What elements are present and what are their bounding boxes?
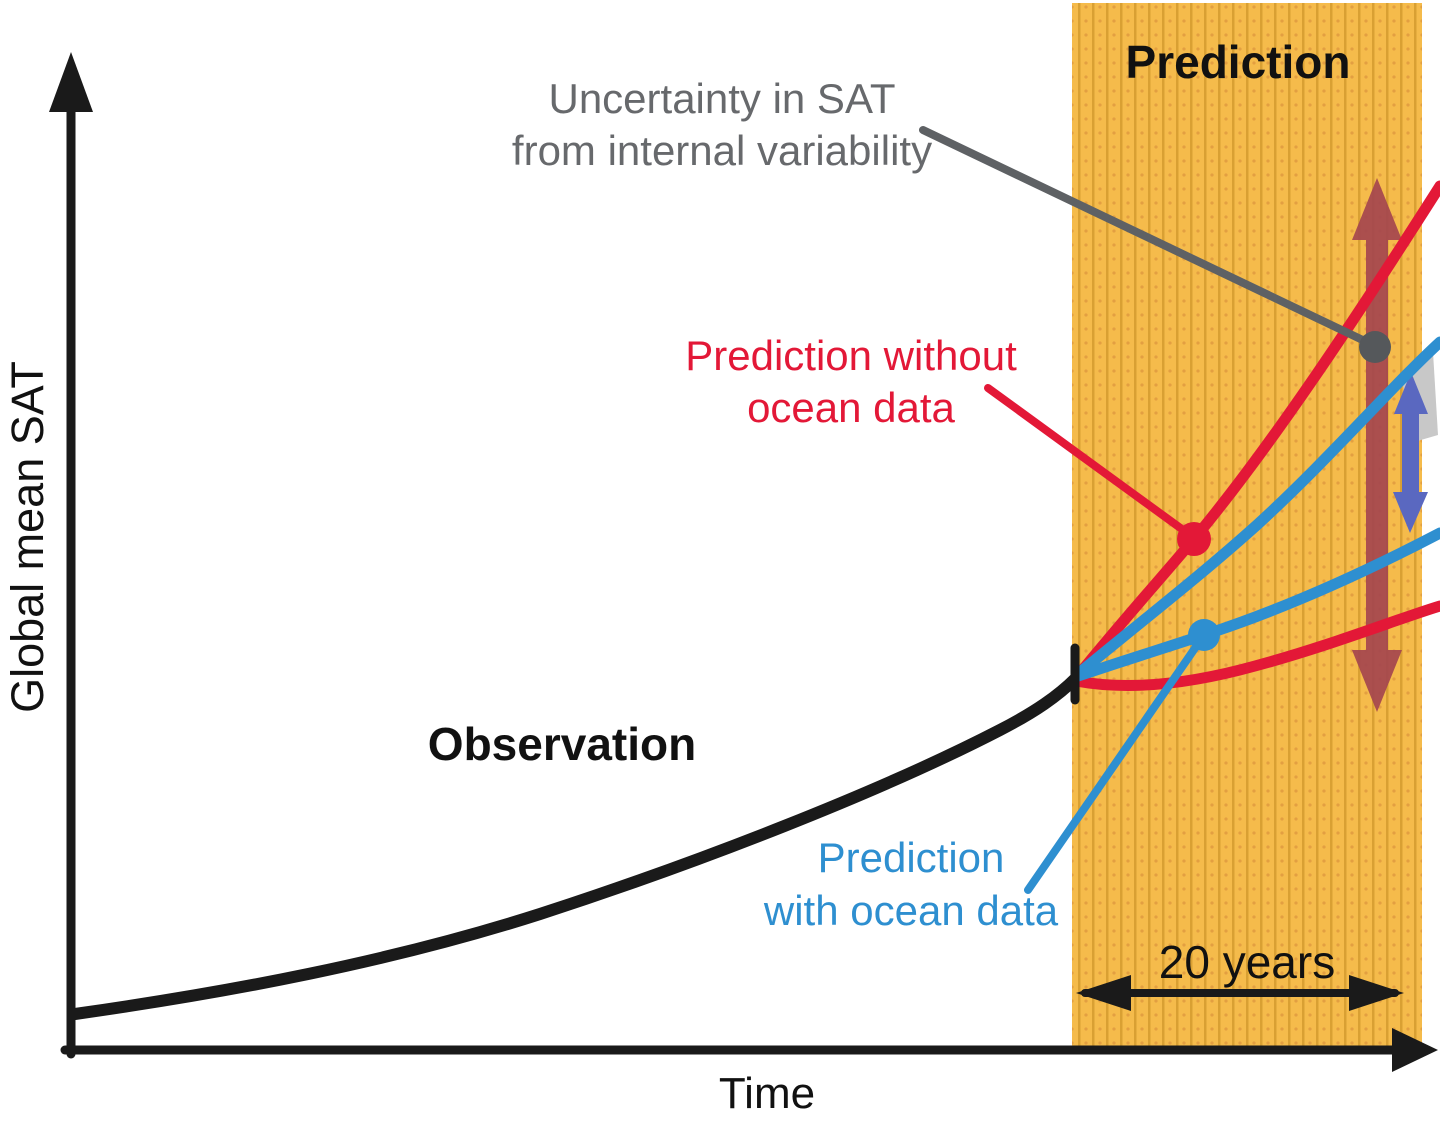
- uncertainty-marker-dot: [1359, 331, 1391, 363]
- uncertainty-annotation-line1: Uncertainty in SAT: [548, 75, 896, 122]
- prediction-without-leader-line: [984, 384, 1194, 539]
- observation-label: Observation: [427, 718, 697, 770]
- x-axis-arrowhead: [1392, 1028, 1438, 1072]
- prediction-with-ocean-line2: with ocean data: [763, 887, 1059, 934]
- span-20-years-label: 20 years: [1158, 936, 1336, 988]
- prediction-with-ocean-line1: Prediction: [817, 834, 1005, 881]
- span-arrow-right-head: [1349, 975, 1404, 1011]
- prediction-without-marker-dot: [1177, 522, 1211, 556]
- uncertainty-leader-line: [919, 126, 1375, 348]
- x-axis-title: Time: [718, 1069, 816, 1118]
- prediction-region-band: [1072, 3, 1422, 1049]
- prediction-region-label: Prediction: [1125, 36, 1351, 88]
- indigo-uncertainty-range-arrow: [1393, 372, 1428, 533]
- uncertainty-annotation: Uncertainty in SAT from internal variabi…: [512, 73, 932, 177]
- prediction-without-ocean-upper-curve: [1070, 180, 1440, 684]
- y-axis-title: Global mean SAT: [2, 361, 53, 713]
- prediction-without-ocean-lower-curve: [1070, 600, 1440, 692]
- maroon-uncertainty-range-arrow: [1352, 178, 1402, 712]
- uncertainty-annotation-line2: from internal variability: [511, 127, 933, 174]
- prediction-without-ocean-annotation: Prediction without ocean data: [685, 330, 1017, 434]
- y-axis-arrowhead: [49, 52, 93, 112]
- prediction-without-ocean-line2: ocean data: [747, 384, 955, 431]
- prediction-with-marker-dot: [1188, 619, 1220, 651]
- prediction-with-ocean-annotation: Prediction with ocean data: [764, 831, 1058, 937]
- observation-curve: [69, 672, 1082, 1020]
- span-arrow-left-head: [1076, 975, 1131, 1011]
- prediction-with-ocean-upper-curve: [1072, 336, 1440, 680]
- prediction-with-leader-line: [1024, 634, 1206, 894]
- prediction-without-ocean-line1: Prediction without: [685, 332, 1017, 379]
- prediction-with-ocean-lower-curve: [1072, 527, 1440, 682]
